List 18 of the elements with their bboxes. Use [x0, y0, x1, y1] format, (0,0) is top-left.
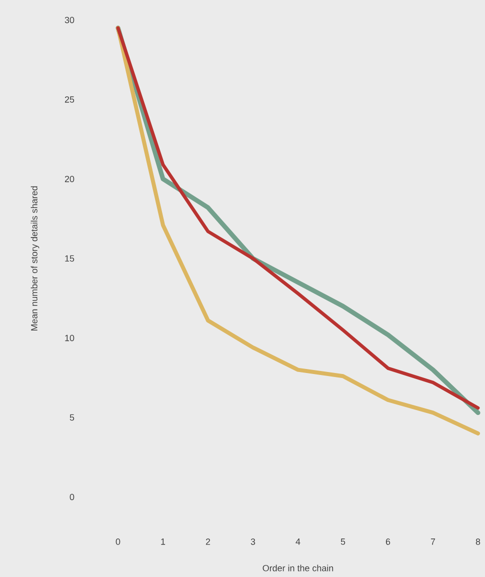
y-axis-title: Mean number of story details shared	[30, 186, 40, 331]
y-tick-label: 0	[70, 494, 74, 500]
x-axis-title: Order in the chain	[262, 564, 334, 572]
y-tick-label: 20	[64, 176, 74, 182]
x-tick-label: 1	[161, 538, 166, 545]
x-tick-label: 3	[250, 538, 256, 545]
x-tick-label: 6	[386, 538, 390, 545]
x-tick-label: 7	[430, 538, 436, 545]
y-tick-label: 30	[64, 16, 74, 24]
x-tick-label: 4	[296, 538, 300, 545]
x-tick-label: 5	[340, 538, 346, 545]
x-tick-label: 0	[116, 538, 120, 545]
x-tick-label: 8	[476, 538, 480, 545]
y-tick-label: 5	[70, 414, 74, 421]
y-tick-label: 10	[65, 334, 74, 342]
y-tick-label: 25	[64, 96, 74, 103]
x-tick-label: 2	[206, 538, 210, 545]
y-tick-label: 15	[65, 255, 74, 262]
